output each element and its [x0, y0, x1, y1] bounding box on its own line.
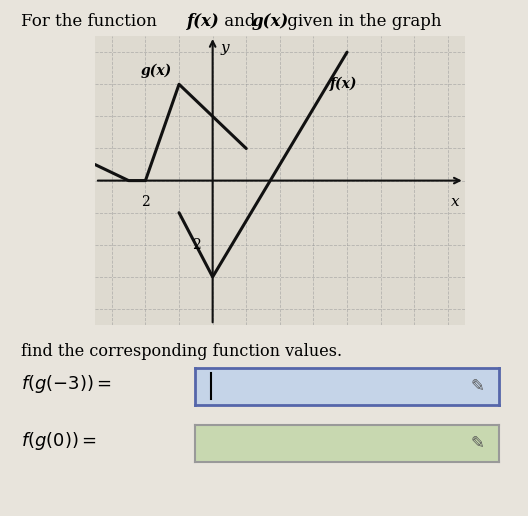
Text: f(x): f(x) [330, 77, 358, 91]
Text: g(x): g(x) [251, 13, 289, 30]
Text: $f(g(-3)) =$: $f(g(-3)) =$ [21, 374, 112, 395]
Text: f(x): f(x) [187, 13, 220, 30]
Text: find the corresponding function values.: find the corresponding function values. [21, 343, 342, 360]
Text: given in the graph: given in the graph [282, 13, 442, 30]
Text: 2: 2 [141, 195, 150, 209]
Text: ✎: ✎ [471, 434, 485, 452]
Text: g(x): g(x) [141, 63, 172, 78]
Text: $f(g(0)) =$: $f(g(0)) =$ [21, 430, 97, 452]
Text: ✎: ✎ [471, 378, 485, 395]
Text: For the function: For the function [21, 13, 162, 30]
Text: x: x [451, 195, 459, 209]
Text: 2: 2 [192, 238, 201, 252]
Text: y: y [221, 41, 230, 55]
Text: and: and [219, 13, 261, 30]
